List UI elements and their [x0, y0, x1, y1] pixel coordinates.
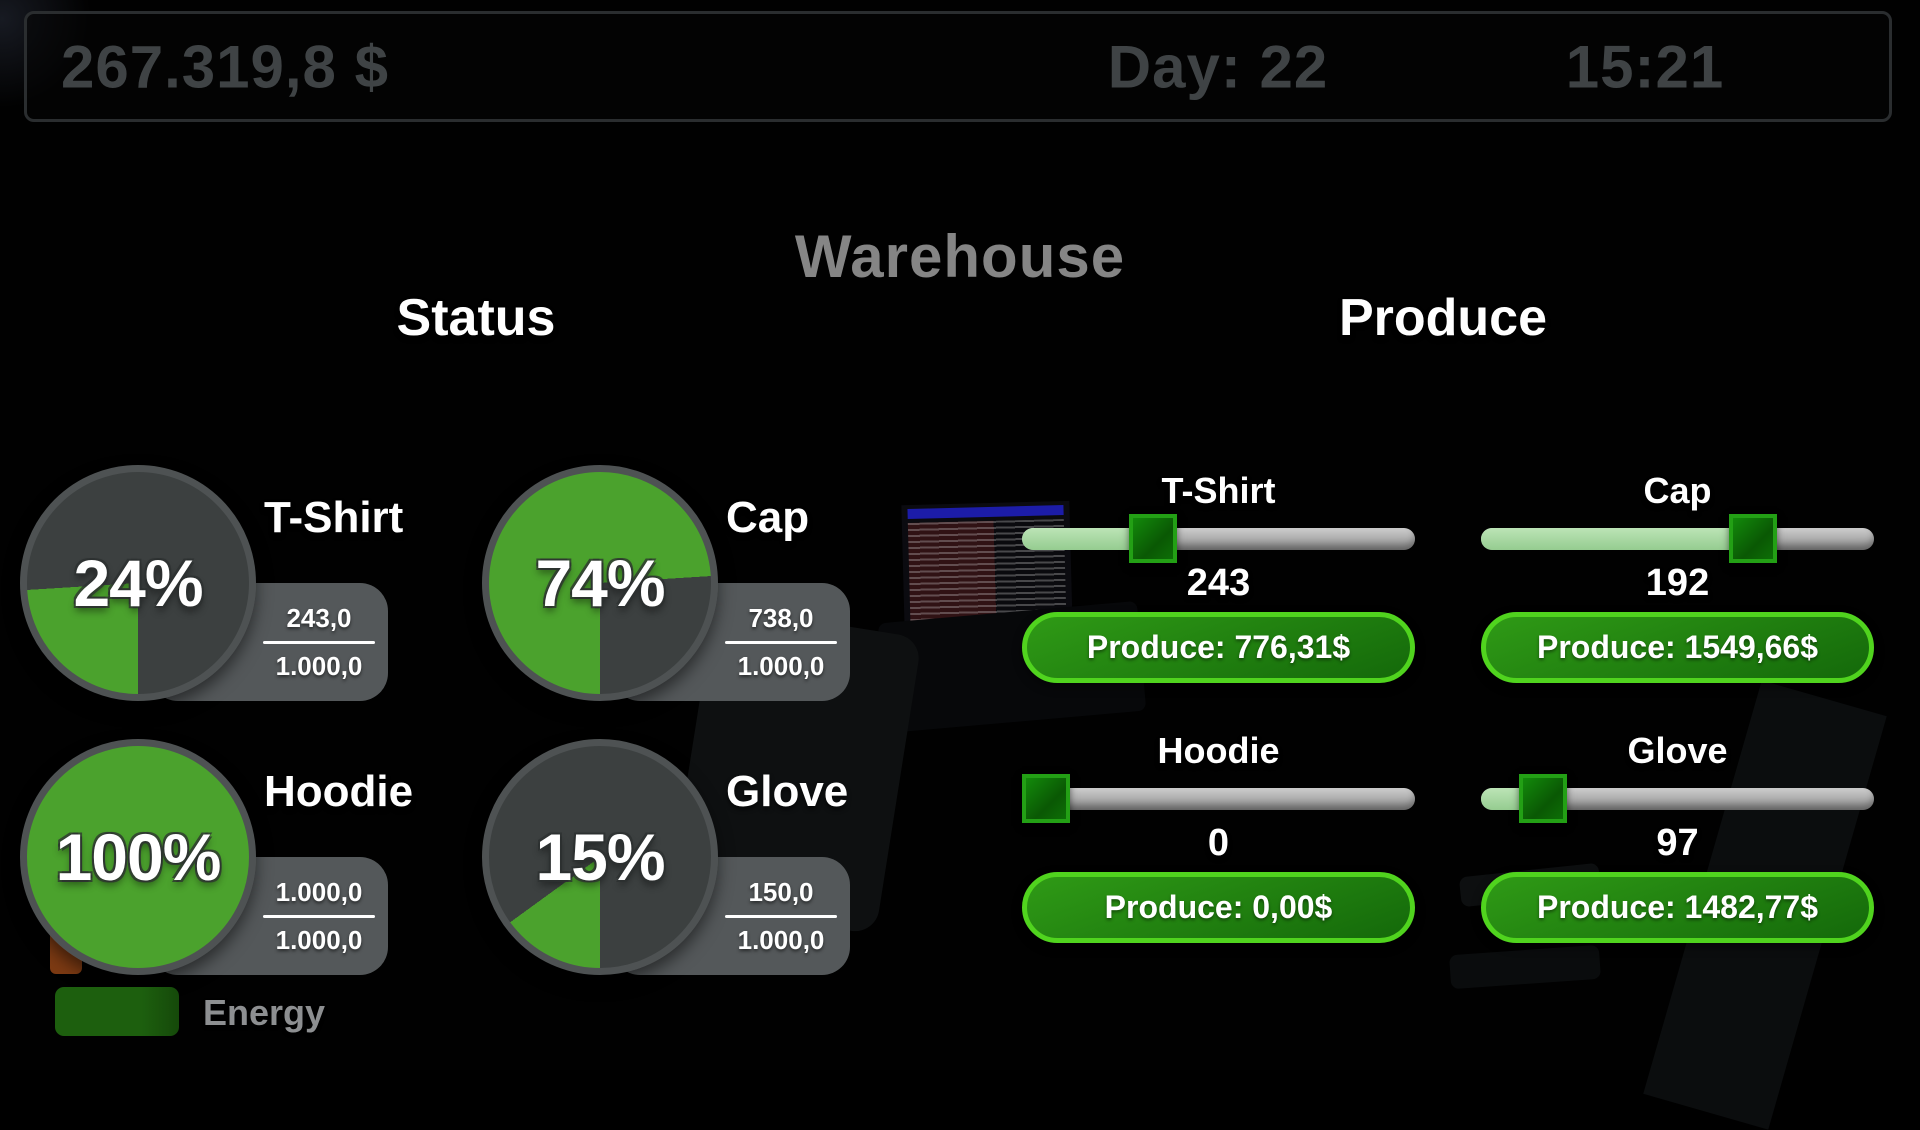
amount-slider[interactable] [1022, 514, 1415, 563]
fraction-divider [263, 640, 375, 644]
fraction-divider [725, 640, 837, 644]
product-name: Cap [1643, 470, 1712, 511]
slider-thumb[interactable] [1518, 774, 1567, 823]
produce-card-cap: Cap 192 Produce: 1549,66$ [1481, 470, 1874, 685]
stock-current: 243,0 [286, 602, 352, 633]
slider-thumb[interactable] [1128, 514, 1177, 563]
stock-current: 1.000,0 [275, 876, 363, 907]
produce-amount: 243 [1186, 562, 1251, 604]
slider-thumb[interactable] [1729, 514, 1778, 563]
fraction-divider [725, 914, 837, 918]
stock-capacity: 1.000,0 [275, 924, 363, 955]
produce-button[interactable]: Produce: 0,00$ [1022, 872, 1415, 943]
fraction-divider [263, 914, 375, 918]
stock-pie-chart: 74% [482, 465, 718, 701]
stock-percent: 24% [73, 546, 203, 620]
slider-fill [1022, 528, 1153, 550]
product-name: Glove [726, 767, 849, 816]
produce-amount: 97 [1656, 822, 1699, 864]
stock-percent: 74% [535, 546, 665, 620]
status-card-tshirt: 243,0 1.000,0 24% T-Shirt [20, 465, 490, 717]
slider-track [1481, 788, 1874, 810]
stock-percent: 100% [55, 820, 222, 894]
product-name: Hoodie [264, 767, 414, 816]
produce-card-tshirt: T-Shirt 243 Produce: 776,31$ [1022, 470, 1415, 685]
stock-capacity: 1.000,0 [737, 924, 825, 955]
product-name: T-Shirt [264, 493, 404, 542]
product-name: Hoodie [1157, 730, 1280, 771]
product-name: Glove [1627, 730, 1728, 771]
produce-button[interactable]: Produce: 1482,77$ [1481, 872, 1874, 943]
energy-label: Energy [203, 992, 326, 1033]
slider-track [1022, 788, 1415, 810]
slider-thumb[interactable] [1022, 774, 1070, 823]
stock-percent: 15% [535, 820, 665, 894]
stock-pie-chart: 15% [482, 739, 718, 975]
status-card-cap: 738,0 1.000,0 74% Cap [482, 465, 952, 717]
background-shelf-shape [1448, 944, 1602, 990]
slider-fill [1481, 528, 1754, 550]
top-hud-bar: 267.319,8 $ Day: 22 15:21 [24, 11, 1892, 122]
stock-pie-chart: 100% [20, 739, 256, 975]
stock-capacity: 1.000,0 [737, 650, 825, 681]
status-card-hoodie: 1.000,0 1.000,0 100% Hoodie [20, 739, 490, 991]
produce-card-glove: Glove 97 Produce: 1482,77$ [1481, 730, 1874, 945]
amount-slider[interactable] [1481, 514, 1874, 563]
produce-button[interactable]: Produce: 1549,66$ [1481, 612, 1874, 683]
produce-button[interactable]: Produce: 776,31$ [1022, 612, 1415, 683]
stock-capacity: 1.000,0 [275, 650, 363, 681]
money-display: 267.319,8 $ [61, 33, 389, 100]
produce-amount: 192 [1645, 562, 1710, 604]
clock-display: 15:21 [1565, 33, 1725, 100]
produce-amount: 0 [1207, 822, 1230, 864]
product-name: T-Shirt [1161, 470, 1276, 511]
stock-pie-chart: 24% [20, 465, 256, 701]
stock-current: 150,0 [748, 876, 814, 907]
day-display: Day: 22 [1107, 33, 1329, 100]
stock-current: 738,0 [748, 602, 814, 633]
status-card-glove: 150,0 1.000,0 15% Glove [482, 739, 952, 991]
energy-bar [55, 987, 179, 1036]
page-title: Warehouse [794, 223, 1126, 290]
amount-slider[interactable] [1022, 774, 1415, 823]
status-section-title: Status [396, 289, 556, 347]
amount-slider[interactable] [1481, 774, 1874, 823]
produce-card-hoodie: Hoodie 0 Produce: 0,00$ [1022, 730, 1415, 945]
product-name: Cap [726, 493, 810, 542]
produce-section-title: Produce [1338, 289, 1548, 347]
